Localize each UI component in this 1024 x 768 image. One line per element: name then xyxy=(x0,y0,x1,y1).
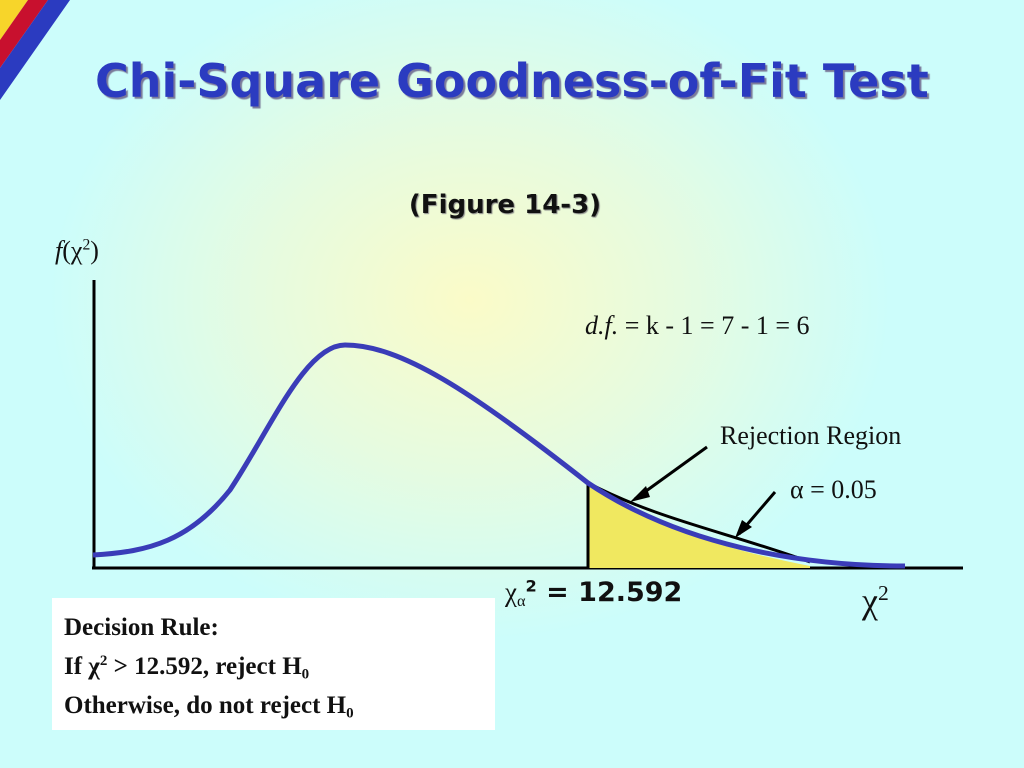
title-text: Chi-Square Goodness-of-Fit Test xyxy=(95,54,929,108)
arrow-head xyxy=(735,520,752,538)
label-part: 0 xyxy=(346,705,354,722)
label-part: = 12.592 xyxy=(536,577,683,608)
title: Chi-Square Goodness-of-Fit Test xyxy=(0,55,1010,107)
label-part: f xyxy=(55,236,63,265)
label-part: > 12.592, reject H xyxy=(107,653,302,680)
label-part: (χ xyxy=(62,236,83,265)
label-part: 2 xyxy=(82,236,91,254)
label-part: 2 xyxy=(877,581,889,606)
decision-rule-line: If χ2 > 12.592, reject H0 xyxy=(64,647,483,686)
rejection-region-label: Rejection Region xyxy=(720,421,902,450)
label-part: χ xyxy=(505,577,517,607)
subtitle: (Figure 14-3) xyxy=(408,190,602,220)
corner-stripe xyxy=(0,0,70,100)
label-part: If χ xyxy=(64,653,100,680)
label-part: d.f. xyxy=(585,311,619,340)
label-part: Otherwise, do not reject H xyxy=(64,692,347,719)
tail-outline xyxy=(587,481,811,564)
label-part: 0 xyxy=(301,666,310,683)
label-part: 2 xyxy=(99,653,108,669)
arrow-head xyxy=(630,486,650,502)
label-part: = k - 1 = 7 - 1 = 6 xyxy=(618,311,810,340)
label-part: 2 xyxy=(525,576,537,596)
critical-value-label: χα2 = 12.592 xyxy=(505,576,683,610)
df-label: d.f. = k - 1 = 7 - 1 = 6 xyxy=(585,311,810,341)
alpha-label: α = 0.05 xyxy=(790,475,877,504)
chi-square-curve xyxy=(92,342,906,569)
decision-rule-line: Otherwise, do not reject H0 xyxy=(64,686,483,725)
rejection-area xyxy=(588,483,810,568)
decision-rule-box: Decision Rule: If χ2 > 12.592, reject H0… xyxy=(52,598,495,730)
x-axis-label: χ2 xyxy=(862,580,889,622)
label-part: χ xyxy=(862,581,878,621)
y-axis-label: f(χ2) xyxy=(55,236,99,266)
label-part: ) xyxy=(90,236,99,265)
decision-rule-heading: Decision Rule: xyxy=(64,614,219,641)
label-part: α xyxy=(516,591,526,610)
